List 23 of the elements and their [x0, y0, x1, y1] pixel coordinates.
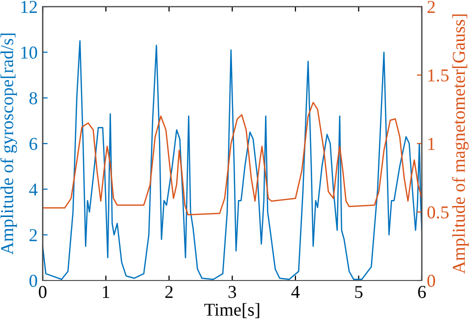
y-tick-label: 0 — [29, 274, 38, 287]
y-tick-label: 6 — [30, 138, 38, 150]
y-tick-label: 4 — [29, 184, 38, 196]
y-tick-label: 12 — [21, 0, 37, 13]
x-tick-label: 0 — [38, 286, 46, 298]
y2-axis-title: Amplitude of magnetometer[Gauss] — [452, 14, 469, 274]
y-tick-label: 10 — [21, 46, 38, 59]
y2-tick-label: 1.5 — [428, 69, 449, 82]
y2-tick-label: 1 — [428, 138, 435, 150]
y-tick-label: 8 — [29, 92, 38, 104]
x-tick-label: 3 — [228, 286, 236, 298]
x-tick-label: 4 — [291, 286, 300, 298]
x-axis-title: Time[s] — [204, 303, 260, 318]
x-tick-label: 2 — [165, 286, 173, 298]
y2-tick-label: 0 — [427, 274, 436, 287]
y-tick-label: 2 — [30, 229, 37, 242]
y-axis-title: Amplitude of gyroscope[rad/s] — [0, 34, 17, 255]
x-tick-label: 1 — [102, 286, 110, 298]
x-tick-label: 6 — [418, 286, 426, 298]
line-series — [42, 102, 422, 216]
y2-tick-label: 0.5 — [427, 206, 449, 219]
y2-tick-label: 2 — [428, 0, 435, 13]
x-tick-label: 5 — [355, 286, 362, 298]
